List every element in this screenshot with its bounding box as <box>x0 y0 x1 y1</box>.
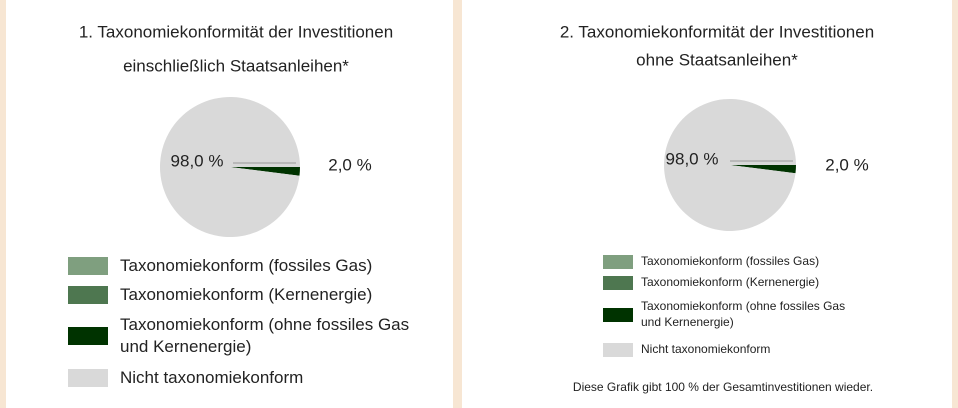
legend-label: Taxonomiekonform (Kernenergie) <box>641 275 820 290</box>
pie-slice <box>664 99 796 232</box>
data-label: 98,0 % <box>171 151 224 170</box>
data-label: 98,0 % <box>666 149 719 168</box>
legend-label: Taxonomiekonform (fossiles Gas) <box>120 255 373 275</box>
legend-label: Nicht taxonomiekonform <box>641 342 771 357</box>
legend-label: Taxonomiekonform (fossiles Gas) <box>641 254 820 269</box>
note: Diese Grafik gibt 100 % der Gesamtinvest… <box>573 380 873 394</box>
legend-item: Nicht taxonomiekonform <box>68 364 420 392</box>
chart-title: ohne Staatsanleihen* <box>636 50 798 69</box>
legend-swatch <box>603 255 633 269</box>
pie-slice <box>160 97 300 238</box>
legend-item: Taxonomiekonform (Kernenergie) <box>603 269 861 297</box>
legend-swatch <box>603 276 633 290</box>
legend-label: Taxonomiekonform (ohne fossiles Gas und … <box>641 299 846 329</box>
data-label: 2,0 % <box>825 155 868 174</box>
data-label: 2,0 % <box>328 155 371 174</box>
pie-slice <box>230 167 300 176</box>
chart-title: 2. Taxonomiekonformität der Investitione… <box>560 22 874 41</box>
legend-label: Taxonomiekonform (ohne fossiles Gas und … <box>120 314 410 356</box>
chart-title: einschließlich Staatsanleihen* <box>123 56 349 75</box>
legend-swatch <box>68 257 108 275</box>
legend-swatch <box>68 369 108 387</box>
legend-item: Taxonomiekonform (Kernenergie) <box>68 281 420 309</box>
legend-item: Taxonomiekonform (fossiles Gas) <box>603 248 861 276</box>
legend-swatch <box>603 308 633 322</box>
legend-label: Nicht taxonomiekonform <box>120 367 304 387</box>
legend-swatch <box>68 286 108 304</box>
chart-title: 1. Taxonomiekonformität der Investitione… <box>79 22 393 41</box>
legend-swatch <box>603 343 633 357</box>
legend-item: Taxonomiekonform (ohne fossiles Gas und … <box>603 299 861 329</box>
legend-item: Nicht taxonomiekonform <box>603 336 861 364</box>
pie-slice <box>730 165 796 174</box>
legend-label: Taxonomiekonform (Kernenergie) <box>120 284 373 304</box>
legend-item: Taxonomiekonform (fossiles Gas) <box>68 252 420 280</box>
legend-swatch <box>68 327 108 345</box>
legend-item: Taxonomiekonform (ohne fossiles Gas und … <box>68 315 420 356</box>
